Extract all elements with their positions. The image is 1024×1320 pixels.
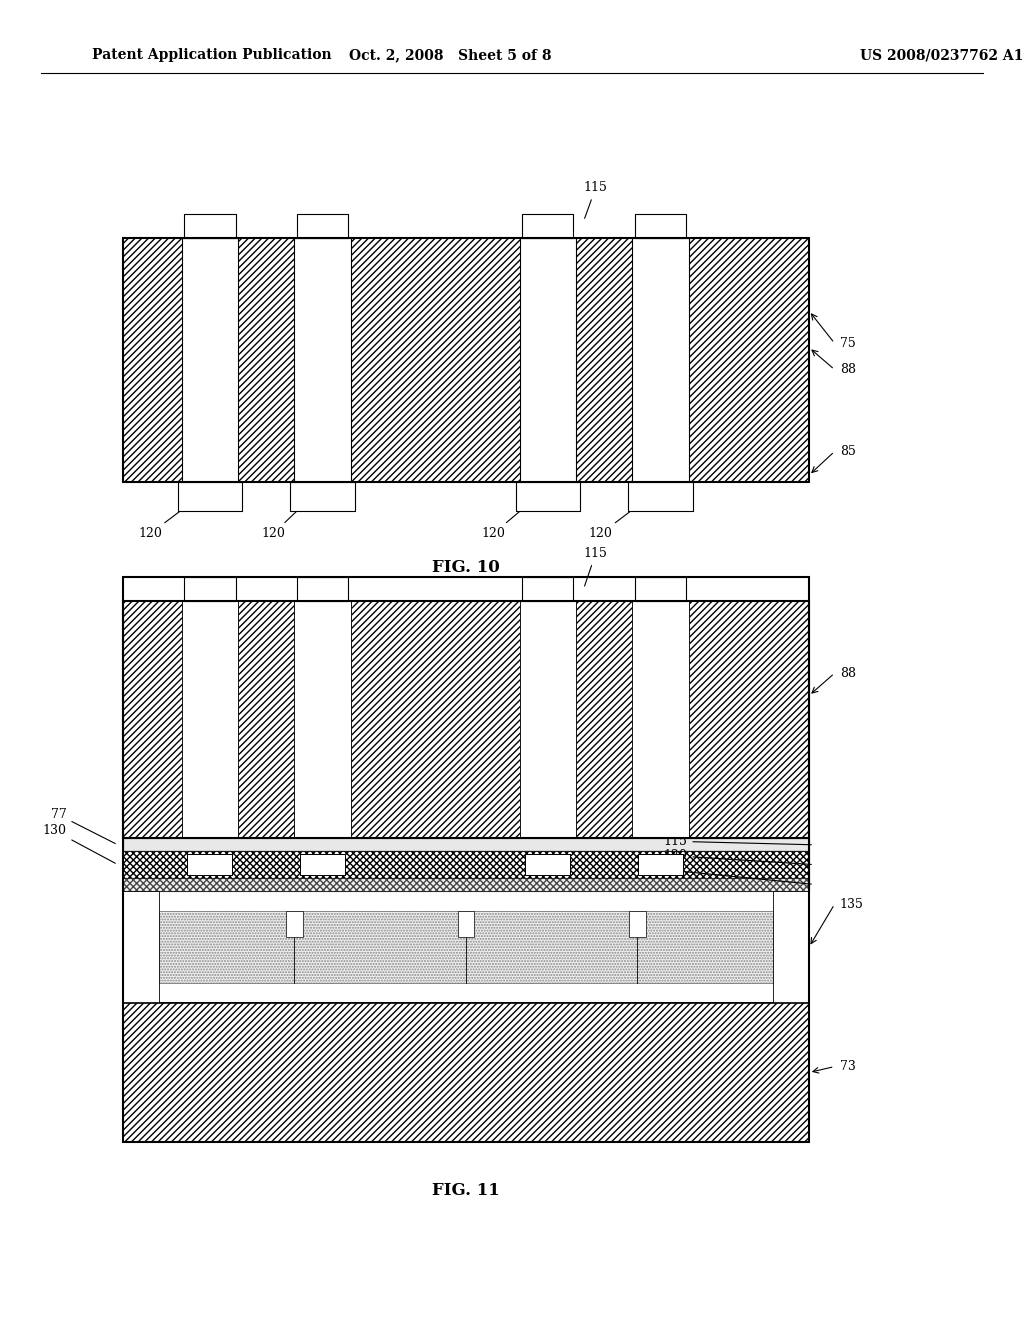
Bar <box>297 214 348 238</box>
Bar <box>123 838 809 851</box>
Bar <box>123 238 809 482</box>
Bar <box>184 214 236 238</box>
Text: 115: 115 <box>584 181 607 218</box>
Bar <box>516 482 580 511</box>
Bar <box>123 891 809 1003</box>
Bar <box>773 891 809 1003</box>
Bar <box>297 577 348 601</box>
Bar <box>295 601 350 838</box>
Text: Oct. 2, 2008   Sheet 5 of 8: Oct. 2, 2008 Sheet 5 of 8 <box>349 49 552 62</box>
Bar <box>638 854 683 875</box>
Text: 85: 85 <box>840 445 856 458</box>
Text: 73: 73 <box>840 1060 856 1073</box>
Bar <box>291 482 354 511</box>
Bar <box>633 601 689 838</box>
Bar <box>635 214 686 238</box>
Bar <box>187 854 232 875</box>
Bar <box>184 577 236 601</box>
Text: 120: 120 <box>664 849 811 865</box>
Text: 115: 115 <box>584 546 607 586</box>
Bar <box>184 214 236 238</box>
Text: 77: 77 <box>51 808 116 843</box>
Bar <box>123 1003 809 1142</box>
Bar <box>520 238 577 482</box>
Bar <box>123 238 809 482</box>
Bar <box>629 911 646 937</box>
Bar <box>522 577 573 601</box>
Text: 120: 120 <box>481 498 536 540</box>
Bar <box>159 911 773 983</box>
Bar <box>123 851 809 878</box>
Bar <box>297 577 348 601</box>
Bar <box>633 238 689 482</box>
Bar <box>187 854 232 875</box>
Bar <box>458 911 474 937</box>
Bar <box>635 577 686 601</box>
Text: 115: 115 <box>664 834 811 847</box>
Bar <box>123 601 809 838</box>
Bar <box>295 238 350 482</box>
Bar <box>635 577 686 601</box>
Bar <box>525 854 570 875</box>
Bar <box>184 577 236 601</box>
Bar <box>629 482 693 511</box>
Bar <box>291 482 354 511</box>
Bar <box>178 482 242 511</box>
Bar <box>522 577 573 601</box>
Bar <box>182 238 238 482</box>
Text: 135: 135 <box>840 898 863 911</box>
Bar <box>123 577 809 1142</box>
Bar <box>123 601 809 838</box>
Bar <box>522 214 573 238</box>
Bar <box>178 482 242 511</box>
Bar <box>520 601 577 838</box>
Text: 120: 120 <box>138 498 198 540</box>
Bar <box>300 854 345 875</box>
Bar <box>522 214 573 238</box>
Bar <box>123 878 809 891</box>
Bar <box>633 601 689 838</box>
Bar <box>638 854 683 875</box>
Text: 130: 130 <box>43 824 116 863</box>
Text: 120: 120 <box>589 498 648 540</box>
Bar <box>525 854 570 875</box>
Bar <box>123 851 809 878</box>
Text: FIG. 10: FIG. 10 <box>432 560 500 576</box>
Bar <box>633 238 689 482</box>
Bar <box>286 911 303 937</box>
Bar <box>123 891 159 1003</box>
Bar <box>182 238 238 482</box>
Text: 120: 120 <box>261 498 310 540</box>
Bar <box>520 238 577 482</box>
Text: 88: 88 <box>840 667 856 680</box>
Bar <box>300 854 345 875</box>
Bar <box>123 878 809 891</box>
Text: 75: 75 <box>840 337 855 350</box>
Text: FIG. 11: FIG. 11 <box>432 1183 500 1199</box>
Bar <box>159 911 773 983</box>
Bar <box>516 482 580 511</box>
Bar <box>629 482 693 511</box>
Text: 88: 88 <box>840 363 856 376</box>
Bar <box>520 601 577 838</box>
Bar <box>295 601 350 838</box>
Bar <box>295 238 350 482</box>
Text: US 2008/0237762 A1: US 2008/0237762 A1 <box>860 49 1024 62</box>
Bar <box>297 214 348 238</box>
Text: 70: 70 <box>664 863 811 884</box>
Bar <box>182 601 238 838</box>
Bar <box>635 214 686 238</box>
Bar <box>182 601 238 838</box>
Text: Patent Application Publication: Patent Application Publication <box>92 49 332 62</box>
